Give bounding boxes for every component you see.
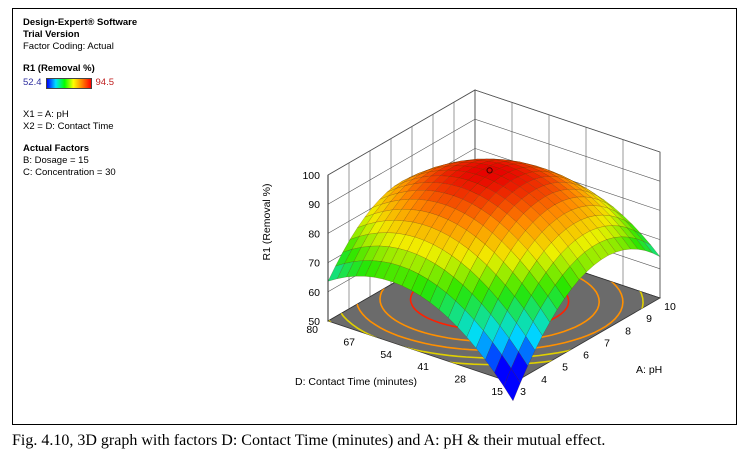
figure-caption: Fig. 4.10, 3D graph with factors D: Cont… (12, 432, 606, 449)
legend-min: 52.4 (23, 77, 42, 88)
z-tick-label: 70 (308, 258, 320, 270)
x-axis-title: A: pH (636, 364, 662, 376)
x-tick-label: 3 (520, 386, 526, 398)
software-title: Design-Expert® Software (23, 17, 138, 28)
x-tick-label: 8 (625, 325, 631, 337)
y-tick-label: 28 (454, 374, 466, 386)
factor-dosage: B: Dosage = 15 (23, 155, 89, 166)
z-tick-label: 80 (308, 228, 320, 240)
z-tick-label: 60 (308, 287, 320, 299)
actual-factors-title: Actual Factors (23, 143, 89, 154)
y-tick-label: 41 (417, 361, 429, 373)
x-tick-label: 9 (646, 313, 652, 325)
version-label: Trial Version (23, 29, 80, 40)
legend-gradient-bar (45, 77, 92, 89)
info-panel: Design-Expert® Software Trial Version Fa… (23, 17, 137, 179)
surface-cell (503, 368, 521, 402)
z-axis-title: R1 (Removal %) (261, 183, 273, 260)
x-tick-label: 4 (541, 374, 547, 386)
y-tick-label: 80 (306, 324, 318, 336)
legend-max: 94.5 (95, 77, 115, 88)
z-tick-label: 100 (302, 170, 320, 182)
design-point-marker (486, 167, 493, 174)
color-legend: 52.4 94.5 (23, 77, 137, 89)
factor-coding-label: Factor Coding: Actual (23, 41, 114, 52)
y-tick-label: 67 (343, 336, 355, 348)
z-tick-label: 50 (308, 316, 320, 328)
x-tick-label: 7 (604, 337, 610, 349)
z-tick-label: 90 (308, 199, 320, 211)
response-label: R1 (Removal %) (23, 63, 95, 74)
y-axis-title: D: Contact Time (minutes) (295, 376, 417, 388)
x2-definition: X2 = D: Contact Time (23, 121, 114, 132)
factor-concentration: C: Concentration = 30 (23, 167, 116, 178)
x-tick-label: 10 (664, 301, 676, 313)
x-tick-label: 6 (583, 350, 589, 362)
y-tick-label: 54 (380, 349, 392, 361)
x1-definition: X1 = A: pH (23, 109, 69, 120)
y-tick-label: 15 (491, 386, 503, 398)
x-tick-label: 5 (562, 362, 568, 374)
